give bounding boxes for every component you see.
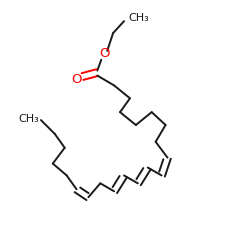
Text: CH₃: CH₃ <box>18 114 39 124</box>
Text: O: O <box>99 47 110 60</box>
Text: CH₃: CH₃ <box>128 13 149 23</box>
Text: O: O <box>71 73 82 86</box>
